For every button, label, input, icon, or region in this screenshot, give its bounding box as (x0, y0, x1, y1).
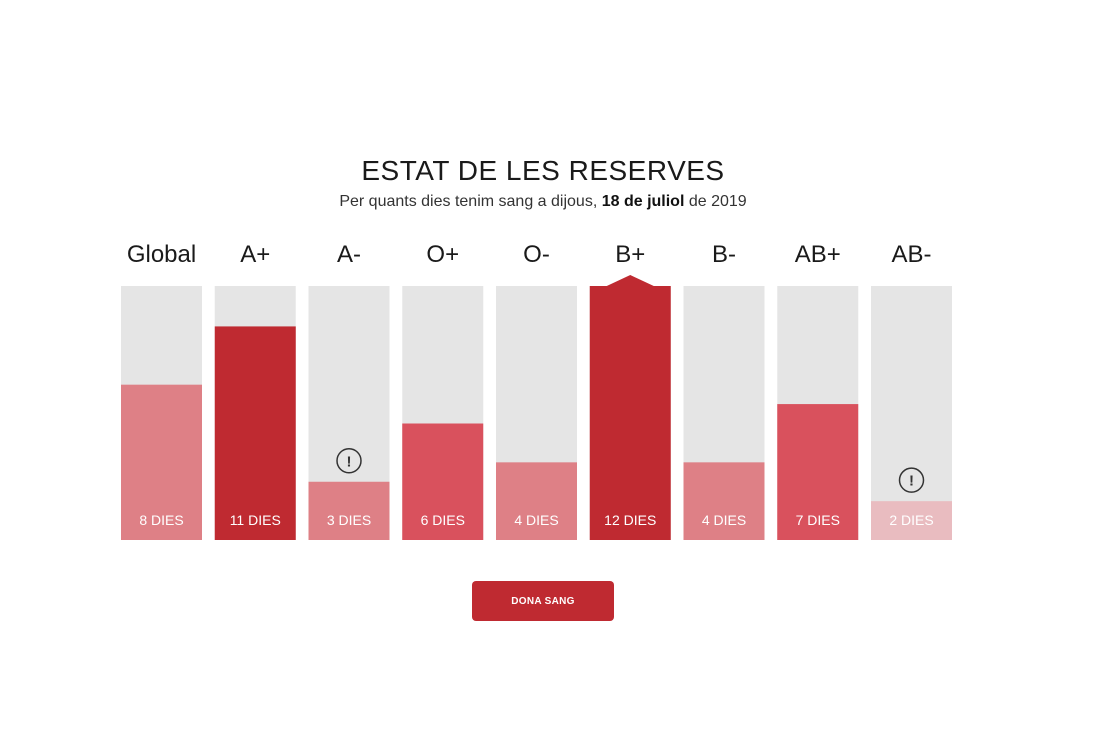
bar-track (871, 286, 952, 540)
warning-icon-circle (898, 467, 925, 493)
bar-column: A- 3 DIES! (308, 241, 390, 540)
bar-column: O+ 6 DIES (402, 241, 484, 540)
subtitle-date: 18 de juliol (601, 193, 685, 210)
bar-column: B+ 12 DIES (589, 241, 671, 540)
bar-value-label: 12 DIES (604, 512, 656, 528)
warning-icon-circle (336, 448, 362, 474)
category-label: B- (712, 241, 736, 268)
bar-fill (121, 384, 202, 540)
subtitle-suffix: de 2019 (684, 193, 747, 210)
warning-icon: ! (336, 448, 362, 474)
category-label: O+ (426, 241, 459, 268)
donate-blood-button[interactable]: DONA SANG (472, 581, 614, 621)
bar-fill (496, 462, 577, 540)
bar-value-label: 11 DIES (230, 512, 281, 528)
bar-fill (402, 423, 484, 540)
bar-value-label: 2 DIES (889, 512, 933, 528)
bar-column: A+ 11 DIES (214, 241, 296, 540)
category-label: B+ (615, 241, 645, 268)
warning-icon: ! (898, 467, 925, 493)
category-label: AB+ (795, 241, 841, 268)
bar-column: AB- 2 DIES! (871, 241, 952, 540)
category-label: AB- (891, 241, 931, 268)
warning-icon-glyph: ! (347, 453, 352, 470)
warning-icon-glyph: ! (909, 473, 914, 490)
bar-fill (777, 404, 859, 540)
bar-fill (214, 326, 296, 540)
page-subtitle: Per quants dies tenim sang a dijous, 18 … (0, 193, 1086, 211)
bar-value-label: 4 DIES (702, 512, 746, 528)
bar-value-label: 7 DIES (796, 512, 840, 528)
page-title: ESTAT DE LES RESERVES (361, 155, 725, 186)
bar-fill (589, 275, 671, 540)
bar-fill (871, 501, 952, 540)
bar-column: AB+ 7 DIES (777, 241, 859, 540)
bar-fill (683, 462, 765, 540)
bar-value-label: 4 DIES (514, 512, 558, 528)
category-label: A- (337, 241, 361, 268)
bar-value-label: 3 DIES (327, 512, 371, 528)
bar-fill (308, 481, 390, 540)
bar-value-label: 8 DIES (139, 512, 183, 528)
bar-value-label: 6 DIES (421, 512, 465, 528)
bar-column: O- 4 DIES (496, 241, 577, 540)
subtitle-prefix: Per quants dies tenim sang a dijous, (339, 193, 602, 210)
category-label: A+ (240, 241, 270, 268)
category-label: O- (523, 241, 550, 268)
category-label: Global (127, 241, 196, 268)
bar-column: Global 8 DIES (121, 241, 202, 540)
bar-column: B- 4 DIES (683, 241, 765, 540)
